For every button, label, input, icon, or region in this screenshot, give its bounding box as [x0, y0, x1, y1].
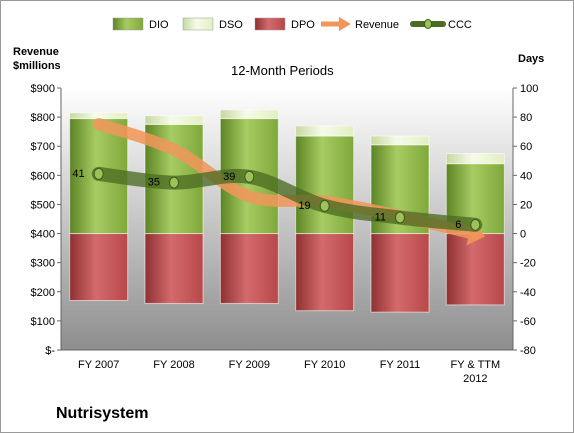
dso-bar: [295, 125, 355, 137]
y-left-tick-label: $500: [31, 199, 55, 211]
ccc-data-label: 41: [72, 168, 84, 180]
ccc-point: [244, 170, 255, 183]
legend-swatch: [339, 17, 351, 31]
ccc-data-label: 35: [148, 177, 160, 189]
x-tick-label: FY 2008: [153, 359, 194, 371]
ccc-line: [91, 166, 483, 232]
dpo-bar: [295, 233, 355, 312]
company-name: Nutrisystem: [56, 405, 149, 422]
legend-swatch: [254, 17, 286, 31]
ccc-point: [169, 176, 179, 189]
y-left-tick-label: $400: [31, 229, 55, 241]
y-left-tick-label: $300: [31, 258, 55, 270]
ccc-data-label: 6: [455, 219, 461, 231]
y-right-axis-title: Days: [518, 53, 545, 65]
y-right-tick-label: 20: [520, 199, 532, 211]
y-right-tick-label: 100: [520, 83, 538, 95]
dso-bar: [144, 115, 204, 125]
y-right-tick-label: -60: [520, 316, 536, 328]
y-left-tick-label: $200: [31, 287, 55, 299]
y-right-tick-label: 0: [520, 229, 526, 241]
ccc-point: [395, 211, 405, 224]
y-right-tick-label: 40: [520, 170, 532, 182]
ccc-data-label: 39: [223, 171, 235, 183]
x-tick-label: 2012: [463, 373, 487, 385]
ccc-point: [470, 218, 481, 231]
x-tick-label: FY 2011: [380, 359, 421, 371]
legend-label: DPO: [291, 19, 315, 31]
y-left-tick-label: $900: [31, 83, 55, 95]
dpo-bar: [445, 233, 505, 306]
legend-swatch: [424, 19, 432, 29]
x-tick-label: FY 2010: [304, 359, 345, 371]
chart-subtitle: 12-Month Periods: [231, 63, 334, 78]
y-left-tick-label: $800: [31, 112, 55, 124]
ccc-point: [319, 199, 330, 212]
x-tick-label: FY & TTM: [450, 359, 500, 371]
dpo-bar: [144, 233, 204, 304]
legend-swatch: [182, 17, 214, 31]
y-left-tick-label: $700: [31, 141, 55, 153]
y-right-tick-label: 80: [520, 112, 532, 124]
dpo-bar: [370, 233, 430, 313]
legend-swatch: [112, 17, 144, 31]
legend-label: DSO: [219, 19, 243, 31]
y-right-tick-label: -80: [520, 345, 536, 357]
legend-label: Revenue: [355, 19, 399, 31]
legend-label: DIO: [149, 19, 169, 31]
y-left-tick-label: $-: [45, 345, 55, 357]
dso-bar: [445, 153, 505, 165]
y-right-tick-label: 60: [520, 141, 532, 153]
dso-bar: [370, 135, 430, 146]
y-right-tick-label: -40: [520, 287, 536, 299]
dio-bar: [295, 135, 355, 235]
ccc-data-label: 19: [298, 200, 310, 212]
x-tick-label: FY 2009: [229, 359, 270, 371]
dpo-bar: [219, 233, 279, 304]
dpo-bar: [69, 233, 129, 302]
y-right-tick-label: -20: [520, 258, 536, 270]
dso-bar: [69, 112, 129, 120]
y-left-axis-title: Revenue $millions: [13, 46, 61, 72]
y-left-tick-label: $600: [31, 170, 55, 182]
ccc-point: [93, 167, 104, 180]
y-left-tick-label: $100: [31, 316, 55, 328]
x-tick-label: FY 2007: [78, 359, 119, 371]
ccc-data-label: 11: [375, 212, 386, 224]
legend-label: CCC: [448, 19, 472, 31]
dso-bar: [219, 109, 279, 120]
